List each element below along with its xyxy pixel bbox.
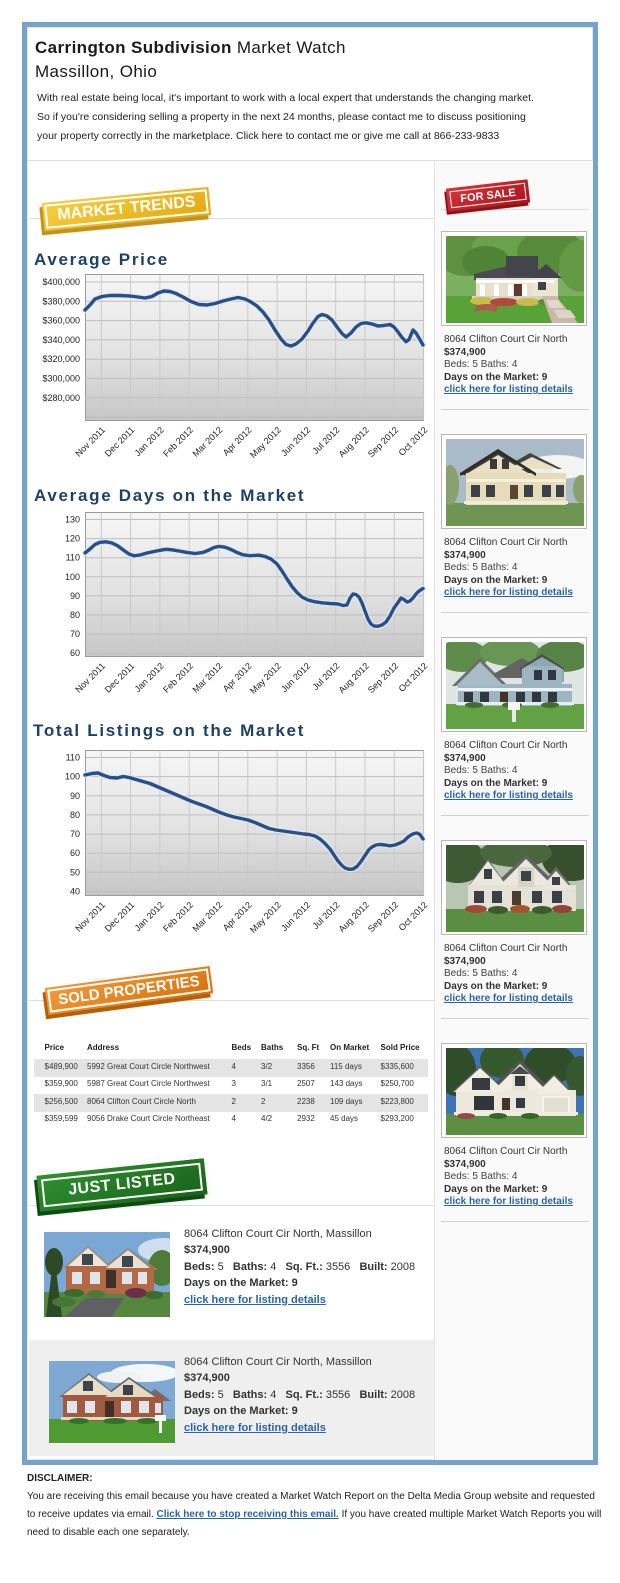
svg-text:110: 110: [66, 753, 80, 763]
svg-text:Feb 2012: Feb 2012: [161, 900, 195, 934]
svg-text:$360,000: $360,000: [42, 316, 80, 326]
svg-text:90: 90: [70, 591, 80, 601]
svg-text:Jan 2012: Jan 2012: [133, 661, 166, 694]
svg-text:Feb 2012: Feb 2012: [161, 425, 195, 459]
svg-text:60: 60: [70, 848, 80, 858]
svg-text:Nov 2011: Nov 2011: [73, 661, 107, 695]
svg-text:70: 70: [70, 629, 80, 639]
svg-text:50: 50: [70, 867, 80, 877]
svg-text:Aug 2012: Aug 2012: [337, 900, 371, 934]
svg-text:Oct 2012: Oct 2012: [397, 425, 430, 458]
svg-text:130: 130: [65, 515, 80, 525]
svg-text:$320,000: $320,000: [42, 354, 80, 364]
svg-text:Mar 2012: Mar 2012: [190, 425, 224, 459]
svg-text:Oct 2012: Oct 2012: [397, 900, 430, 933]
svg-text:Sep 2012: Sep 2012: [366, 425, 400, 459]
svg-text:$300,000: $300,000: [42, 374, 80, 384]
svg-text:Sep 2012: Sep 2012: [366, 661, 400, 695]
svg-text:Aug 2012: Aug 2012: [337, 661, 371, 695]
svg-text:Mar 2012: Mar 2012: [190, 900, 224, 934]
svg-text:Feb 2012: Feb 2012: [161, 661, 195, 695]
svg-text:Aug 2012: Aug 2012: [337, 425, 371, 459]
svg-text:80: 80: [70, 810, 80, 820]
svg-text:Nov 2011: Nov 2011: [73, 900, 107, 934]
svg-text:Dec 2011: Dec 2011: [103, 425, 137, 459]
svg-text:Jan 2012: Jan 2012: [133, 900, 166, 933]
svg-text:May 2012: May 2012: [248, 425, 283, 460]
svg-text:Jan 2012: Jan 2012: [133, 425, 166, 458]
svg-text:Jun 2012: Jun 2012: [279, 425, 312, 458]
svg-text:Oct 2012: Oct 2012: [397, 661, 430, 694]
svg-text:Jun 2012: Jun 2012: [279, 900, 312, 933]
svg-text:120: 120: [65, 534, 80, 544]
svg-text:70: 70: [70, 829, 80, 839]
svg-text:100: 100: [65, 572, 80, 582]
svg-text:Dec 2011: Dec 2011: [103, 900, 137, 934]
svg-text:60: 60: [70, 648, 80, 658]
svg-text:Nov 2011: Nov 2011: [73, 425, 107, 459]
svg-text:40: 40: [70, 887, 80, 897]
svg-text:Jun 2012: Jun 2012: [279, 661, 312, 694]
svg-text:Dec 2011: Dec 2011: [103, 661, 137, 695]
svg-text:$400,000: $400,000: [42, 277, 80, 287]
svg-text:$340,000: $340,000: [42, 335, 80, 345]
svg-text:May 2012: May 2012: [248, 900, 283, 935]
svg-text:Mar 2012: Mar 2012: [190, 661, 224, 695]
svg-text:$380,000: $380,000: [42, 296, 80, 306]
svg-text:90: 90: [70, 791, 80, 801]
svg-text:Sep 2012: Sep 2012: [366, 900, 400, 934]
svg-text:110: 110: [66, 553, 80, 563]
svg-text:80: 80: [70, 610, 80, 620]
svg-text:May 2012: May 2012: [248, 661, 283, 696]
svg-text:100: 100: [65, 772, 80, 782]
svg-text:$280,000: $280,000: [42, 393, 80, 403]
